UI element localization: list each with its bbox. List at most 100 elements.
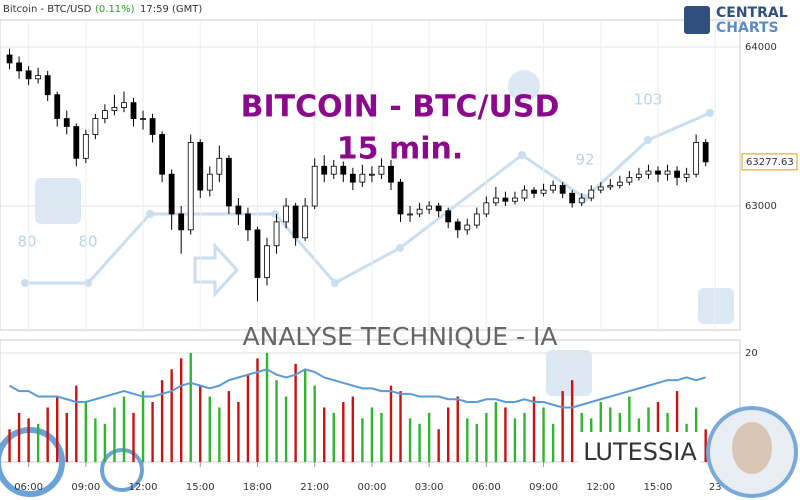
volume-bar — [275, 380, 278, 462]
x-tick-label: 15:00 — [186, 482, 215, 493]
volume-bar — [179, 358, 183, 462]
candle-body — [54, 94, 61, 119]
volume-bar — [94, 418, 97, 462]
candle-body — [588, 189, 595, 199]
candle-body — [655, 170, 661, 175]
volume-bar — [141, 391, 145, 462]
volume-bar — [323, 407, 326, 462]
volume-bar — [199, 385, 202, 462]
y-tick-label: 63000 — [745, 201, 777, 212]
watermark-line — [25, 111, 711, 285]
volume-bar — [561, 391, 564, 462]
candle-body — [378, 165, 385, 175]
volume-bar — [418, 423, 421, 462]
candle-body — [216, 157, 223, 175]
y-tick-label: 64000 — [745, 42, 777, 53]
candle-body — [197, 142, 204, 191]
assistant-name: LUTESSIA — [583, 438, 697, 466]
candle-body — [44, 75, 51, 96]
candle-body — [540, 189, 547, 194]
volume-bar — [218, 407, 221, 462]
x-tick-label: 12:00 — [586, 482, 615, 493]
candle-body — [645, 170, 652, 175]
overlay-timeframe: 15 min. — [337, 132, 464, 167]
change: (0.11%) — [95, 4, 135, 15]
volume-bar — [380, 412, 383, 462]
volume-bar — [485, 412, 488, 462]
candle-body — [569, 192, 576, 204]
volume-bar — [256, 358, 259, 462]
x-tick-label: 03:00 — [415, 482, 444, 493]
candle-body — [340, 165, 347, 175]
watermark-icon — [508, 70, 540, 102]
volume-bar — [27, 418, 30, 462]
x-tick-label: 09:00 — [529, 482, 558, 493]
candle-body — [397, 181, 404, 215]
candle-body — [578, 197, 585, 204]
volume-bar — [351, 396, 355, 462]
watermark-circle — [0, 427, 65, 497]
candle-body — [435, 205, 442, 212]
volume-bar — [532, 396, 536, 462]
candle-body — [187, 142, 194, 231]
volume-bar — [237, 402, 240, 462]
candle-body — [292, 205, 299, 239]
volume-bar — [294, 363, 297, 462]
volume-bar — [399, 391, 402, 462]
x-tick-label: 21:00 — [300, 482, 329, 493]
volume-bar — [313, 385, 316, 462]
watermark-label: 92 — [575, 151, 594, 169]
candle-body — [426, 205, 433, 210]
candle-body — [273, 221, 280, 247]
volume-bar — [466, 418, 469, 462]
instrument: Bitcoin - BTC/USD — [3, 4, 92, 15]
volume-bar — [361, 418, 364, 462]
candle-body — [416, 208, 423, 215]
candle-body — [311, 165, 318, 207]
candle-body — [121, 102, 127, 108]
candle-body — [159, 134, 166, 175]
volume-bar — [170, 369, 173, 462]
candle-body — [35, 75, 42, 80]
candle-body — [149, 118, 156, 135]
candle-body — [111, 107, 118, 112]
x-tick-label: 06:00 — [472, 482, 501, 493]
plot-layer: 63000 64000 63277.63 20 06:00 09:00 12:00 15:00… — [0, 20, 798, 493]
volume-bar — [523, 412, 526, 462]
volume-bar — [227, 391, 231, 462]
candle-body — [82, 134, 89, 159]
candle-body — [674, 170, 680, 178]
assistant-box — [578, 432, 700, 472]
volume-bar — [46, 407, 49, 462]
logo-bottom: CHARTS — [716, 20, 779, 36]
candle-body — [616, 181, 623, 186]
volume-bar — [56, 396, 59, 462]
x-tick-label: 06:00 — [14, 482, 43, 493]
volume-line — [9, 368, 706, 409]
candle-body — [101, 110, 108, 119]
last-price-box — [741, 153, 798, 171]
volume-bar — [332, 412, 335, 462]
volume-bar — [427, 412, 431, 462]
x-tick-label: 00:00 — [357, 482, 386, 493]
candle-body — [25, 70, 32, 80]
candle-body — [63, 118, 70, 127]
candle-body — [302, 205, 309, 239]
volume-bar — [113, 407, 116, 462]
candle-body — [254, 229, 261, 278]
volume-bar — [494, 402, 498, 462]
candle-body — [178, 213, 185, 231]
volume-bar — [504, 407, 507, 462]
overlay-banner: ANALYSE TECHNIQUE - IA — [243, 322, 558, 351]
candle-body — [330, 165, 337, 175]
y-tick-label: 20 — [745, 348, 758, 359]
candle-body — [607, 184, 614, 188]
candle-body — [407, 213, 413, 216]
candle-body — [283, 205, 289, 223]
candle-body — [454, 221, 461, 231]
candle-body — [473, 213, 480, 226]
volume-bar — [551, 423, 555, 462]
candle-body — [16, 62, 22, 72]
candle-body — [73, 126, 80, 159]
